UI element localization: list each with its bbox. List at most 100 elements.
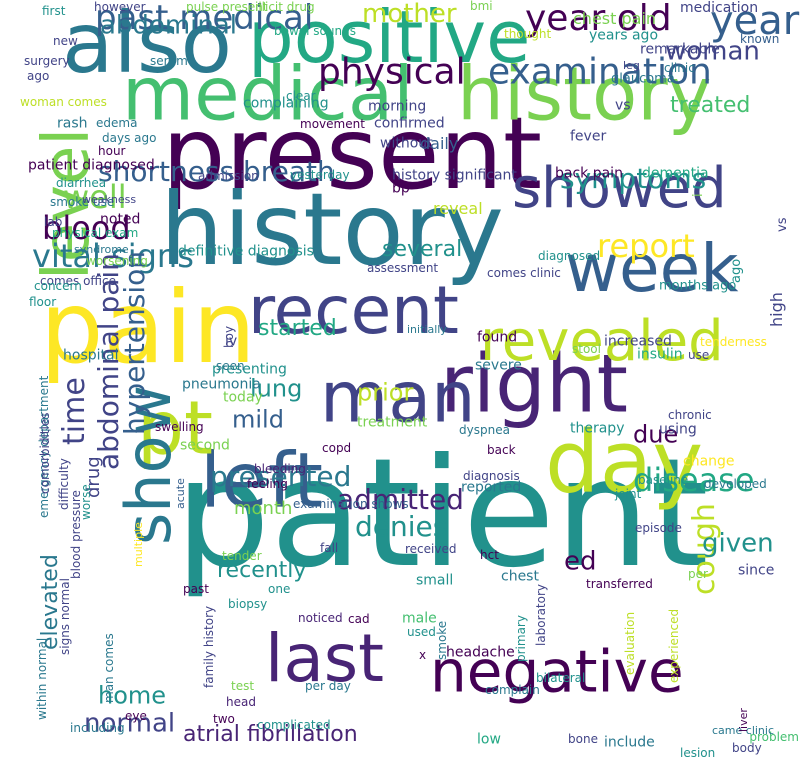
- word-year-old: year old: [525, 0, 672, 39]
- word-medication: medication: [680, 0, 759, 16]
- word-found: found: [477, 329, 518, 346]
- word-received: received: [405, 542, 457, 557]
- word-month: month: [234, 498, 293, 520]
- word-negative: negative: [430, 637, 684, 706]
- word-lesion: lesion: [680, 746, 716, 761]
- word-chest-pain: chest pain: [573, 8, 657, 28]
- word-complaining: complaining: [243, 95, 329, 112]
- word-definitive-diagnosis: definitive diagnosis: [178, 243, 314, 260]
- word-clear: clear: [286, 89, 316, 104]
- word-episode: episode: [635, 521, 682, 536]
- word-past: past: [183, 582, 209, 597]
- word-movement: movement: [300, 117, 365, 132]
- word-small: small: [416, 572, 454, 589]
- word-diarrhea: diarrhea: [56, 176, 107, 191]
- word-known: known: [740, 32, 780, 47]
- word-seen: seen: [216, 359, 245, 374]
- word-time: time: [57, 377, 92, 445]
- word-include: include: [604, 734, 655, 751]
- word-diagnosed: diagnosed: [538, 249, 601, 264]
- word-treatment: treatment: [357, 414, 428, 431]
- word-difficulty: difficulty: [57, 458, 71, 510]
- word-thought: thought: [504, 27, 552, 42]
- word-low: low: [477, 731, 501, 748]
- word-pt: pt: [137, 385, 213, 472]
- word-since: since: [738, 562, 775, 579]
- word-body: body: [732, 741, 762, 756]
- word-ago: ago: [27, 69, 50, 84]
- word-tenderness: tenderness: [700, 335, 767, 350]
- word-woman-comes: woman comes: [20, 95, 107, 110]
- word-diagnosis: diagnosis: [463, 469, 520, 484]
- word-last: last: [265, 619, 385, 697]
- word-bilateral: bilateral: [536, 671, 586, 686]
- word-year: year: [710, 0, 800, 44]
- word-also: also: [62, 0, 232, 92]
- word-laboratory: laboratory: [534, 583, 548, 646]
- word-today: today: [223, 389, 263, 406]
- word-first: first: [42, 4, 66, 19]
- word-home: home: [98, 681, 167, 710]
- word-fever: fever: [570, 128, 607, 145]
- word-history: history: [457, 51, 712, 138]
- word-acute: acute: [174, 478, 187, 509]
- word-week: week: [565, 229, 739, 307]
- word-comes-office: comes office: [40, 274, 117, 289]
- word-iv: iv: [225, 333, 238, 350]
- word-started: started: [258, 315, 337, 341]
- word-high: high: [767, 292, 786, 327]
- word-including: including: [70, 721, 125, 736]
- word-history: history: [160, 171, 504, 288]
- word-smoke-use: smoke use: [50, 195, 115, 210]
- word-lung: lung: [250, 374, 303, 403]
- word-examination: examination: [488, 51, 712, 93]
- word-cad: cad: [348, 612, 370, 627]
- word-patient-diagnosed: patient diagnosed: [28, 157, 155, 174]
- word-edema: edema: [96, 116, 138, 131]
- word-treated: treated: [670, 92, 751, 118]
- word-headache: headache: [446, 644, 515, 661]
- word-swelling: swelling: [155, 420, 204, 435]
- word-worsening: worsening: [86, 254, 148, 269]
- word-several: several: [382, 236, 463, 262]
- word-syndrome: syndrome: [74, 242, 129, 256]
- word-months-ago: months ago: [659, 278, 737, 294]
- word-examination-shows: examination shows: [293, 497, 409, 512]
- word-admitted: admitted: [337, 483, 464, 517]
- word-hour: hour: [98, 144, 126, 159]
- word-past-medical: past medical: [95, 0, 314, 38]
- word-bowel-sounds: bowel sounds: [274, 24, 356, 39]
- word-evaluation: evaluation: [623, 611, 637, 675]
- word-ago: ago: [729, 258, 744, 283]
- word-joint: joint: [615, 487, 642, 502]
- word-increased: increased: [604, 333, 672, 350]
- word-back-pain: back pain: [555, 165, 623, 182]
- word-bone: bone: [568, 732, 598, 747]
- word-revealed: revealed: [480, 309, 724, 375]
- word-one: one: [268, 582, 291, 597]
- word-concern: concern: [34, 279, 82, 294]
- word-bmi: bmi: [470, 0, 493, 14]
- word-change: change: [683, 453, 735, 470]
- word-history-significant: history significant: [392, 167, 517, 184]
- word-dementia: dementia: [642, 165, 709, 182]
- word-present: present: [162, 95, 543, 212]
- word-atrial-fibrillation: atrial fibrillation: [183, 721, 358, 747]
- word-multiple: multiple: [132, 522, 145, 567]
- word-right: right: [440, 337, 628, 431]
- word-lab: lab: [44, 215, 63, 230]
- word-blood: blood: [42, 208, 131, 247]
- word-woman: woman: [665, 36, 760, 67]
- word-morning: morning: [368, 98, 427, 115]
- word-day: day: [545, 412, 704, 513]
- word-medical: medical: [122, 51, 414, 138]
- word-biopsy: biopsy: [228, 597, 268, 612]
- word-recent: recent: [248, 271, 459, 349]
- word-assessment: assessment: [367, 261, 439, 276]
- word-denies: denies: [355, 510, 448, 544]
- word-complain: complain: [485, 683, 540, 698]
- word-hct: hct: [480, 548, 499, 563]
- word-liver: liver: [737, 708, 750, 732]
- word-comes-clinic: comes clinic: [487, 266, 561, 281]
